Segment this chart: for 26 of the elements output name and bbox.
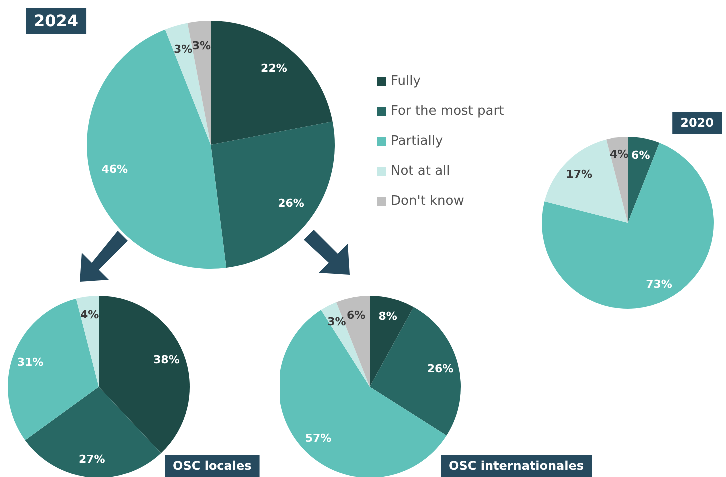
- data-label: 38%: [154, 354, 180, 367]
- data-label: 57%: [305, 432, 332, 445]
- data-label: 31%: [17, 356, 44, 369]
- data-label: 73%: [646, 278, 672, 291]
- data-label: 4%: [80, 308, 100, 322]
- legend-label: Fully: [391, 74, 422, 89]
- chart-title: 2020: [680, 116, 714, 130]
- legend-label: Partially: [391, 134, 444, 149]
- data-label: 8%: [378, 310, 398, 323]
- data-label: 3%: [174, 43, 193, 56]
- data-label: 22%: [261, 62, 288, 76]
- chart-title: 2024: [34, 12, 79, 30]
- data-label: 17%: [566, 168, 593, 181]
- data-label: 27%: [78, 452, 106, 466]
- data-label: 26%: [427, 362, 454, 376]
- data-label: 3%: [192, 40, 212, 53]
- legend-label: For the most part: [391, 104, 504, 119]
- text: OSC internationales: [449, 459, 584, 473]
- text: OSC locales: [173, 459, 252, 473]
- data-label: 3%: [328, 316, 346, 329]
- legend-label: Not at all: [391, 164, 450, 179]
- data-label: 6%: [347, 308, 366, 322]
- data-label: 6%: [632, 148, 650, 162]
- data-label: 26%: [278, 196, 304, 210]
- legend-label: Don't know: [391, 194, 465, 209]
- data-label: 46%: [102, 163, 128, 176]
